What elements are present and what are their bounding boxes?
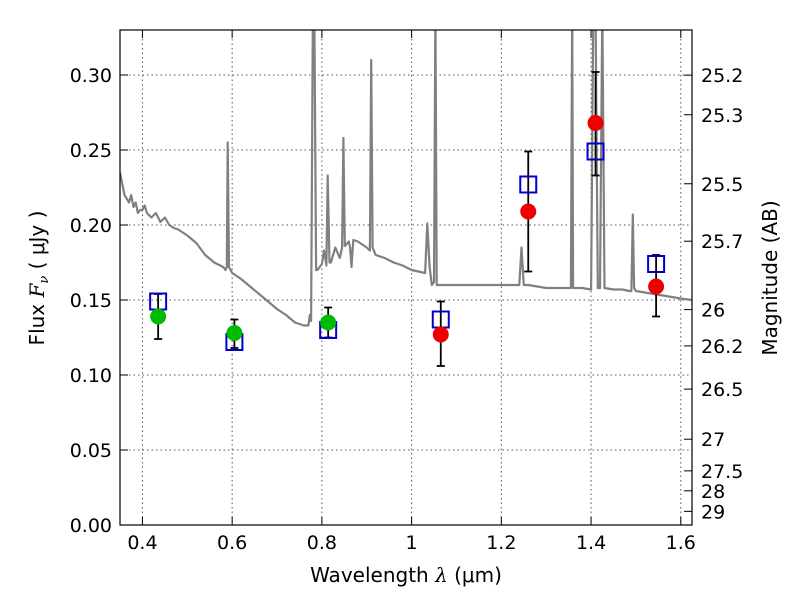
magnitude-tick-label: 27 bbox=[701, 429, 725, 451]
x-axis-label: Wavelength λ (μm) bbox=[310, 563, 502, 587]
y-tick-label: 0.20 bbox=[70, 215, 112, 237]
model-spectrum-line bbox=[120, 30, 692, 327]
y-tick-label: 0.10 bbox=[70, 365, 112, 387]
data-circle-marker bbox=[150, 308, 167, 325]
x-tick-label: 0.4 bbox=[127, 532, 157, 554]
magnitude-tick-label: 28 bbox=[701, 481, 725, 503]
magnitude-tick-label: 25.7 bbox=[701, 231, 743, 253]
model-square-marker bbox=[519, 175, 538, 194]
x-tick-label: 1.2 bbox=[486, 532, 516, 554]
x-tick-label: 0.6 bbox=[217, 532, 247, 554]
x-tick-label: 0.8 bbox=[307, 532, 337, 554]
grid-lines bbox=[120, 30, 692, 526]
magnitude-tick-label: 26.2 bbox=[701, 336, 743, 358]
data-circle-marker bbox=[320, 314, 337, 331]
y-tick-labels: 0.00 0.05 0.10 0.15 0.20 0.25 0.30 bbox=[70, 65, 112, 537]
magnitude-tick-label: 25.5 bbox=[701, 174, 743, 196]
y-tick-label: 0.15 bbox=[70, 290, 112, 312]
magnitude-tick-label: 26 bbox=[701, 300, 725, 322]
magnitude-tick-label: 26.5 bbox=[701, 379, 743, 401]
plot-background bbox=[120, 30, 692, 525]
y2-axis-label: Magnitude (AB) bbox=[758, 200, 782, 355]
magnitude-tick-label: 27.5 bbox=[701, 461, 743, 483]
x-tick-label: 1.4 bbox=[576, 532, 606, 554]
magnitude-tick-label: 25.3 bbox=[701, 105, 743, 127]
data-circle-marker bbox=[520, 203, 537, 220]
magnitude-tick-label: 25.2 bbox=[701, 65, 743, 87]
data-circle-marker bbox=[226, 325, 243, 341]
axis-ticks bbox=[120, 30, 692, 526]
model-square-marker bbox=[586, 142, 605, 161]
magnitude-tick-label: 29 bbox=[701, 501, 725, 523]
data-circle-marker bbox=[648, 278, 665, 295]
y-tick-label: 0.25 bbox=[70, 140, 112, 162]
y-tick-label: 0.00 bbox=[70, 515, 112, 537]
y-axis-label: Flux Fν ( μJy ) bbox=[25, 211, 52, 346]
x-tick-label: 1 bbox=[406, 532, 418, 554]
data-circle-marker bbox=[587, 115, 604, 131]
plot-frame bbox=[119, 29, 693, 526]
y-tick-label: 0.05 bbox=[70, 440, 112, 462]
x-tick-labels: 0.4 0.6 0.8 1 1.2 1.4 1.6 bbox=[127, 532, 696, 554]
x-tick-label: 1.6 bbox=[666, 532, 696, 554]
data-circle-marker bbox=[432, 326, 449, 343]
model-square-marker bbox=[647, 255, 666, 273]
y-tick-label: 0.30 bbox=[70, 65, 112, 87]
plot-area bbox=[120, 30, 692, 367]
